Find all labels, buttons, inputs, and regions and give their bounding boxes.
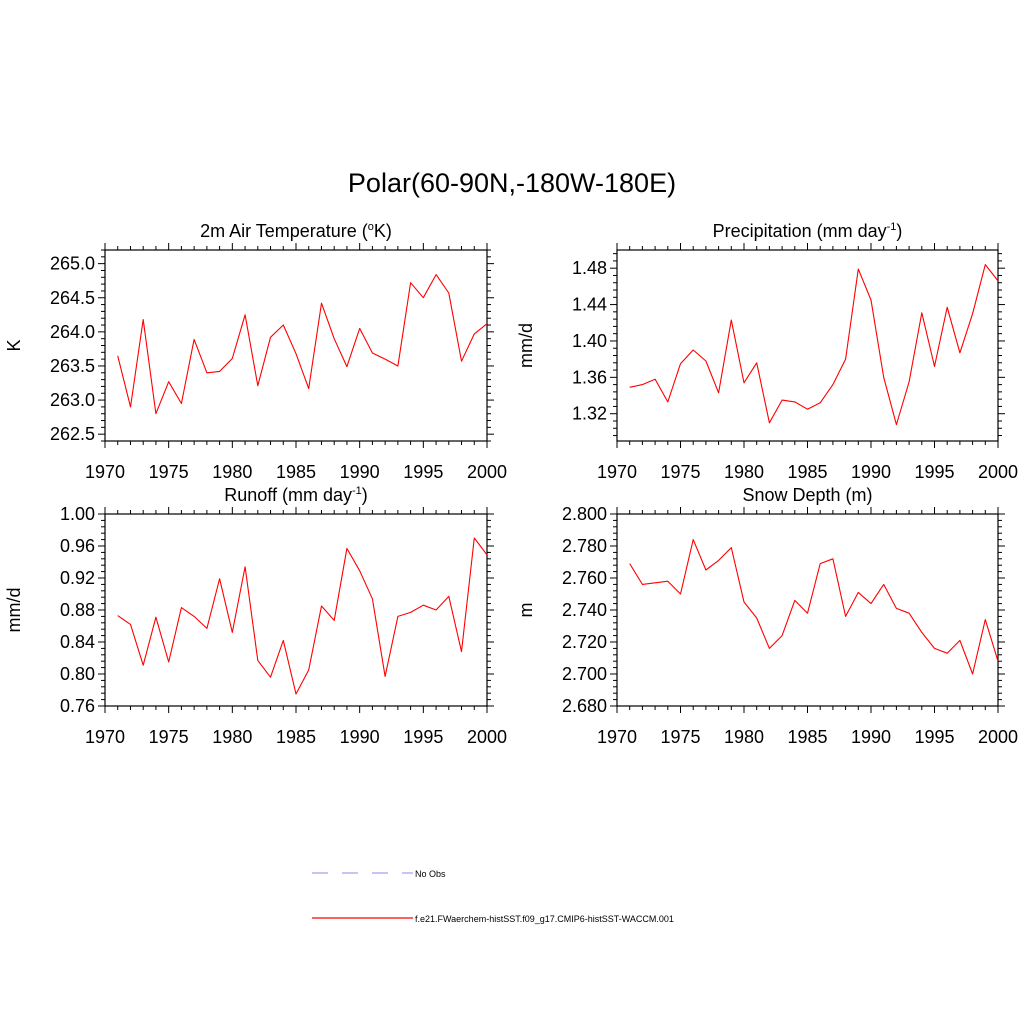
air-temperature-x-tick-label: 1985 [276, 462, 316, 482]
runoff-x-tick-label: 1980 [212, 727, 252, 747]
precipitation-plot-frame [616, 249, 999, 442]
snow-depth-x-tick-label: 1975 [660, 727, 700, 747]
snow-depth-x-tick-label: 1970 [597, 727, 637, 747]
runoff-x-tick-label: 1970 [85, 727, 125, 747]
snow-depth-x-tick-label: 1995 [914, 727, 954, 747]
snow-depth-y-tick-label: 2.680 [562, 696, 607, 716]
air-temperature-plot-frame [104, 249, 488, 442]
runoff-y-tick-label: 0.84 [60, 632, 95, 652]
runoff-y-tick-label: 0.88 [60, 600, 95, 620]
air-temperature-series-line [117, 274, 488, 415]
air-temperature-x-tick-label: 1995 [403, 462, 443, 482]
precipitation-y-tick-label: 1.40 [572, 331, 607, 351]
runoff-plot-frame [104, 513, 488, 707]
air-temperature-y-tick-label: 265.0 [50, 254, 95, 274]
snow-depth-series-line [629, 539, 999, 675]
main-title: Polar(60-90N,-180W-180E) [347, 168, 677, 198]
snow-depth-y-tick-label: 2.780 [562, 536, 607, 556]
snow-depth-x-tick-label: 1985 [787, 727, 827, 747]
runoff-x-tick-label: 1985 [276, 727, 316, 747]
snow-depth-y-axis-label: m [516, 603, 536, 618]
precipitation-y-tick-label: 1.32 [572, 404, 607, 424]
precipitation-x-tick-label: 1975 [660, 462, 700, 482]
precipitation-series-line [629, 264, 999, 426]
air-temperature-x-tick-label: 1970 [85, 462, 125, 482]
runoff-y-tick-label: 0.96 [60, 536, 95, 556]
air-temperature-title: 2m Air Temperature (oK) [200, 221, 392, 241]
air-temperature-y-tick-label: 263.5 [50, 356, 95, 376]
runoff-y-axis-label: mm/d [4, 588, 24, 633]
snow-depth-y-tick-label: 2.800 [562, 504, 607, 524]
runoff-x-tick-label: 1995 [403, 727, 443, 747]
precipitation-x-tick-label: 1990 [851, 462, 891, 482]
air-temperature-y-tick-label: 262.5 [50, 424, 95, 444]
snow-depth-x-tick-label: 1980 [724, 727, 764, 747]
panel-runoff: Runoff (mm day-1) mm/d 1970 1975 1980 1985 199… [4, 485, 507, 747]
precipitation-title: Precipitation (mm day-1) [713, 221, 903, 241]
runoff-y-tick-label: 1.00 [60, 504, 95, 524]
precipitation-x-tick-label: 1980 [724, 462, 764, 482]
runoff-y-tick-label: 0.92 [60, 568, 95, 588]
legend-label-1: No Obs [415, 869, 446, 879]
runoff-y-tick-label: 0.80 [60, 664, 95, 684]
precipitation-y-axis-label: mm/d [516, 323, 536, 368]
legend: No Obs f.e21.FWaerchem-histSST.f09_g17.CM… [312, 869, 674, 924]
panel-air-temperature: 2m Air Temperature (oK) K 1970 1975 1980 1985… [4, 221, 507, 482]
air-temperature-y-tick-label: 264.0 [50, 322, 95, 342]
precipitation-y-tick-label: 1.44 [572, 295, 607, 315]
snow-depth-y-tick-label: 2.740 [562, 600, 607, 620]
snow-depth-y-tick-label: 2.760 [562, 568, 607, 588]
panel-precipitation: Precipitation (mm day-1) mm/d 1970 1975 1980… [516, 221, 1018, 482]
precipitation-x-tick-label: 1995 [914, 462, 954, 482]
snow-depth-x-tick-label: 2000 [978, 727, 1018, 747]
runoff-x-tick-label: 2000 [467, 727, 507, 747]
precipitation-y-tick-label: 1.36 [572, 367, 607, 387]
snow-depth-x-tick-label: 1990 [851, 727, 891, 747]
precipitation-x-tick-label: 2000 [978, 462, 1018, 482]
air-temperature-y-tick-label: 264.5 [50, 288, 95, 308]
air-temperature-x-tick-label: 1975 [149, 462, 189, 482]
precipitation-x-tick-label: 1985 [787, 462, 827, 482]
precipitation-x-tick-label: 1970 [597, 462, 637, 482]
runoff-series-line [117, 537, 488, 695]
runoff-x-tick-label: 1975 [149, 727, 189, 747]
air-temperature-x-tick-label: 1990 [340, 462, 380, 482]
air-temperature-x-tick-label: 1980 [212, 462, 252, 482]
runoff-x-tick-label: 1990 [340, 727, 380, 747]
snow-depth-y-tick-label: 2.720 [562, 632, 607, 652]
air-temperature-y-tick-label: 263.0 [50, 390, 95, 410]
snow-depth-title: Snow Depth (m) [742, 485, 872, 505]
panel-snow-depth: Snow Depth (m) m 1970 1975 1980 1985 1990 1995 2… [516, 485, 1018, 747]
air-temperature-y-axis-label: K [4, 339, 24, 351]
air-temperature-x-tick-label: 2000 [467, 462, 507, 482]
snow-depth-y-tick-label: 2.700 [562, 664, 607, 684]
runoff-title: Runoff (mm day-1) [224, 485, 368, 505]
precipitation-y-tick-label: 1.48 [572, 258, 607, 278]
snow-depth-plot-frame [616, 513, 999, 707]
legend-label-2: f.e21.FWaerchem-histSST.f09_g17.CMIP6-hi… [415, 914, 674, 924]
runoff-y-tick-label: 0.76 [60, 696, 95, 716]
